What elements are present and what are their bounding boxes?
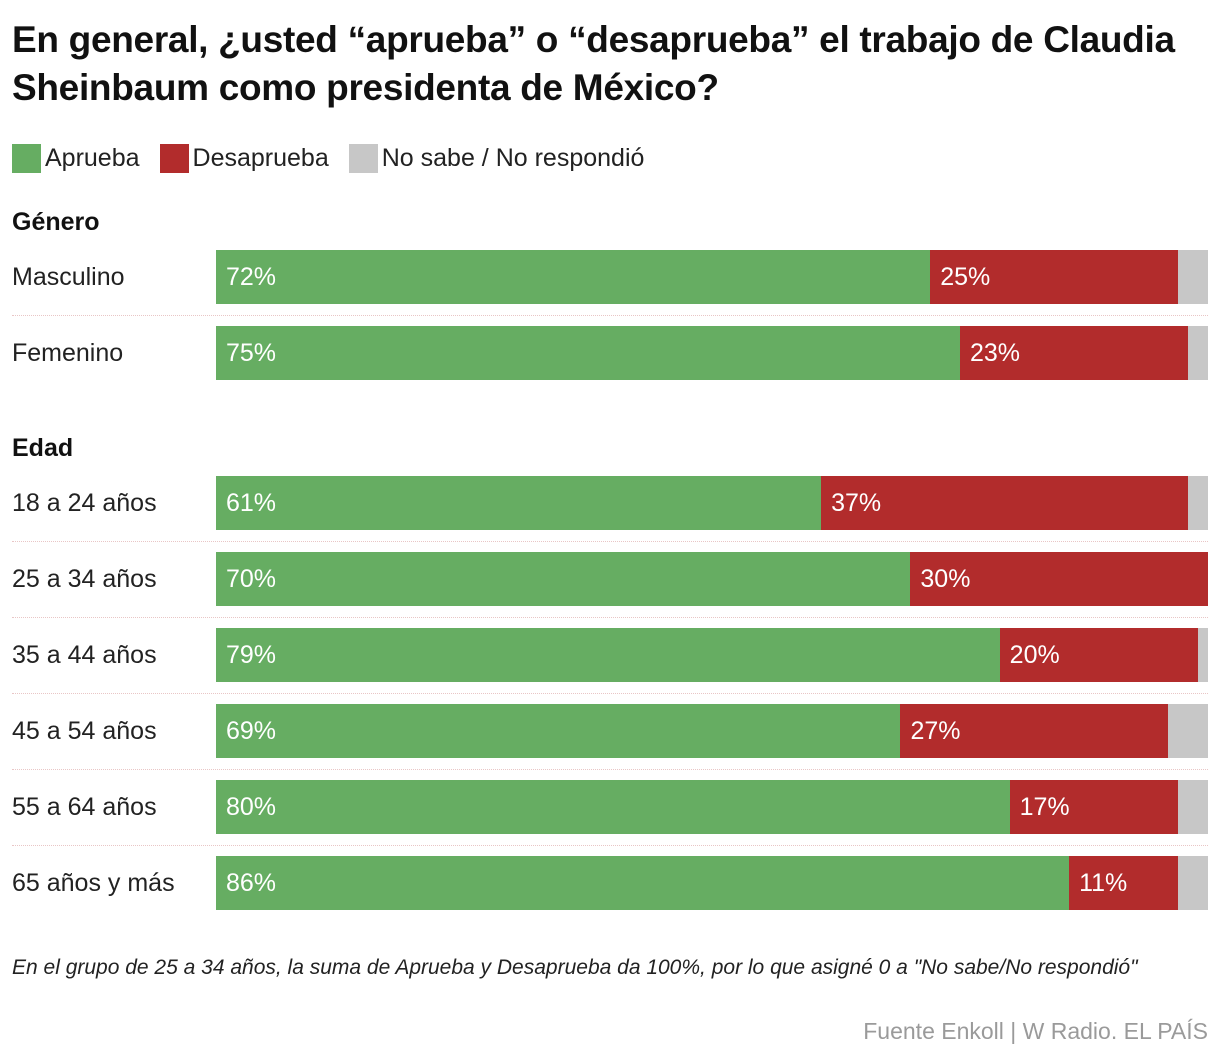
chart-note: En el grupo de 25 a 34 años, la suma de … [12,956,1138,979]
bar-segment-desaprueba-55-a-64-anos: 17% [1009,780,1179,834]
row-separator [12,315,1208,316]
data-label-aprueba-55-a-64-anos: 80% [226,793,277,821]
data-label-aprueba-65-anos-y-mas: 86% [226,869,277,897]
data-label-aprueba-18-a-24-anos: 61% [226,489,277,517]
bar-segment-aprueba-masculino: 72% [216,250,931,304]
legend-item-desaprueba: Desaprueba [159,143,329,173]
legend-swatch-desaprueba [159,143,189,173]
row-separator [12,769,1208,770]
data-label-aprueba-masculino: 72% [226,263,277,291]
row-label-18-a-24-anos: 18 a 24 años [12,489,157,517]
row-label-65-anos-y-mas: 65 años y más [12,869,175,897]
bar-segment-desaprueba-25-a-34-anos: 30% [910,552,1208,606]
data-label-aprueba-25-a-34-anos: 70% [226,565,277,593]
data-label-aprueba-45-a-54-anos: 69% [226,717,277,745]
data-label-desaprueba-25-a-34-anos: 30% [920,565,971,593]
data-label-desaprueba-45-a-54-anos: 27% [910,717,961,745]
bar-segment-nosabe-55-a-64-anos [1178,780,1208,834]
bar-segment-aprueba-45-a-54-anos: 69% [216,704,901,758]
section-title-edad: Edad [12,434,74,462]
bar-segment-aprueba-35-a-44-anos: 79% [216,628,1000,682]
bar-45-a-54-anos: 69% 27% [216,704,1208,758]
data-label-aprueba-35-a-44-anos: 79% [226,641,277,669]
bar-35-a-44-anos: 79% 20% [216,628,1208,682]
row-separator [12,617,1208,618]
data-label-desaprueba-35-a-44-anos: 20% [1009,641,1060,669]
data-label-desaprueba-masculino: 25% [940,263,991,291]
bar-segment-desaprueba-65-anos-y-mas: 11% [1069,856,1179,910]
bar-segment-desaprueba-18-a-24-anos: 37% [821,476,1189,530]
row-label-25-a-34-anos: 25 a 34 años [12,565,157,593]
bar-25-a-34-anos: 70% 30% [216,552,1208,606]
bar-segment-desaprueba-femenino: 23% [960,326,1189,380]
bar-segment-aprueba-18-a-24-anos: 61% [216,476,822,530]
legend: Aprueba Desaprueba No sabe / No respondi… [12,140,664,176]
data-label-desaprueba-femenino: 23% [970,339,1021,367]
data-label-desaprueba-18-a-24-anos: 37% [831,489,882,517]
bar-segment-nosabe-35-a-44-anos [1198,628,1208,682]
row-separator [12,693,1208,694]
data-label-desaprueba-55-a-64-anos: 17% [1019,793,1070,821]
row-separator [12,541,1208,542]
chart-title: En general, ¿usted “aprueba” o “desaprue… [12,19,1175,108]
row-separator [12,845,1208,846]
bar-segment-aprueba-femenino: 75% [216,326,960,380]
row-label-femenino: Femenino [12,339,124,367]
bar-segment-nosabe-18-a-24-anos [1188,476,1208,530]
bar-segment-desaprueba-45-a-54-anos: 27% [900,704,1169,758]
bar-segment-nosabe-femenino [1188,326,1208,380]
row-label-55-a-64-anos: 55 a 64 años [12,793,157,821]
legend-label-nosabe: No sabe / No respondió [381,143,645,172]
row-label-35-a-44-anos: 35 a 44 años [12,641,157,669]
data-label-aprueba-femenino: 75% [226,339,277,367]
bar-segment-nosabe-45-a-54-anos [1168,704,1208,758]
bar-segment-nosabe-masculino [1178,250,1208,304]
legend-item-aprueba: Aprueba [12,143,140,173]
data-label-desaprueba-65-anos-y-mas: 11% [1079,869,1128,897]
bar-segment-desaprueba-masculino: 25% [930,250,1179,304]
legend-label-desaprueba: Desaprueba [192,143,329,172]
bar-65-anos-y-mas: 86% 11% [216,856,1208,910]
row-label-45-a-54-anos: 45 a 54 años [12,717,157,745]
row-label-masculino: Masculino [12,263,125,291]
bar-segment-aprueba-55-a-64-anos: 80% [216,780,1010,834]
bar-55-a-64-anos: 80% 17% [216,780,1208,834]
chart-source: Fuente Enkoll | W Radio. EL PAÍS [863,1018,1208,1044]
bar-segment-aprueba-65-anos-y-mas: 86% [216,856,1070,910]
legend-swatch-aprueba [12,143,41,173]
bar-femenino: 75% 23% [216,326,1208,380]
bar-masculino: 72% 25% [216,250,1208,304]
legend-swatch-nosabe [348,143,378,173]
bar-segment-aprueba-25-a-34-anos: 70% [216,552,911,606]
section-title-genero: Género [12,208,100,236]
bar-18-a-24-anos: 61% 37% [216,476,1208,530]
bar-segment-nosabe-65-anos-y-mas [1178,856,1208,910]
legend-item-nosabe: No sabe / No respondió [348,143,645,173]
legend-label-aprueba: Aprueba [45,143,140,172]
bar-segment-desaprueba-35-a-44-anos: 20% [999,628,1199,682]
